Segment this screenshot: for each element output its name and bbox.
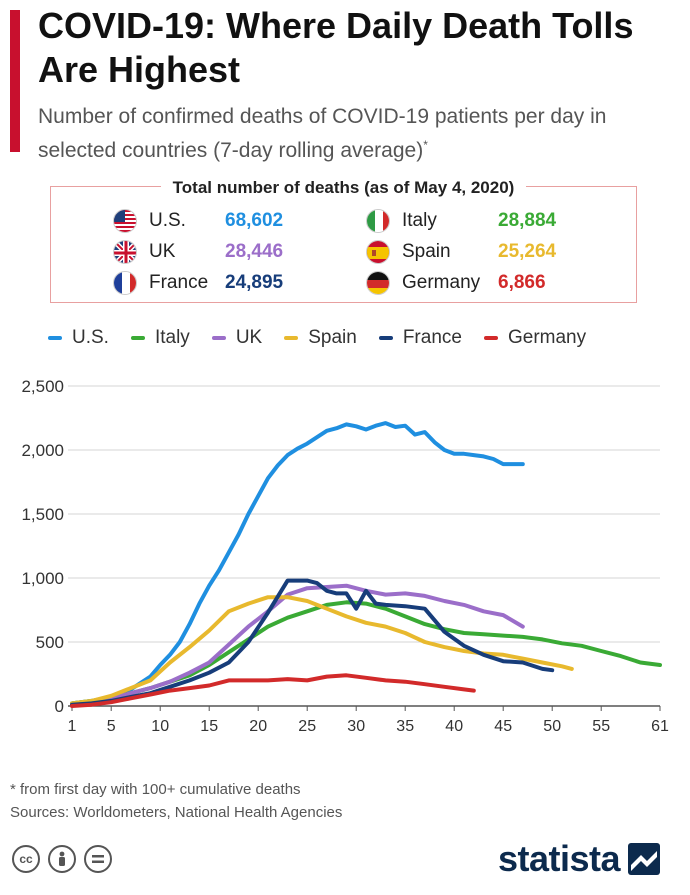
accent-bar	[10, 10, 20, 152]
subtitle-text: Number of confirmed deaths of COVID-19 p…	[38, 105, 607, 162]
footnote-text: * from first day with 100+ cumulative de…	[10, 781, 301, 798]
legend-item-italy: Italy	[130, 327, 190, 349]
x-tick-label: 5	[107, 718, 116, 735]
x-tick-label: 40	[445, 718, 463, 735]
total-value-france: 24,895	[225, 272, 284, 293]
x-tick-label: 45	[494, 718, 512, 735]
footnote: * from first day with 100+ cumulative de…	[10, 778, 342, 824]
total-value-uk: 28,446	[225, 241, 284, 262]
x-tick-label: 35	[396, 718, 414, 735]
total-value-germany: 6,866	[498, 272, 546, 293]
series-line-spain	[70, 595, 574, 706]
chart-legend: U.S. Italy UK Spain France Germany	[48, 326, 608, 350]
x-tick-label: 15	[200, 718, 218, 735]
total-value-us: 68,602	[225, 210, 284, 231]
total-row-uk: UK 28,446	[113, 239, 283, 265]
legend-swatch-france	[378, 336, 393, 340]
y-tick-label: 0	[55, 697, 64, 716]
legend-label-spain: Spain	[308, 327, 357, 348]
legend-swatch-uk	[211, 336, 226, 340]
legend-label-germany: Germany	[507, 327, 587, 348]
statista-logo[interactable]: statista	[498, 838, 661, 880]
total-row-us: U.S. 68,602	[113, 208, 283, 234]
legend-swatch-germany	[483, 336, 498, 340]
x-tick-label: 55	[592, 718, 610, 735]
total-country-italy: Italy	[402, 210, 437, 231]
italy-flag-icon	[366, 209, 390, 233]
y-tick-labels: 0 500 1,000 1,500 2,000 2,500	[21, 377, 64, 716]
x-tick-labels: 1 5 10 15 20 25 30 35 40 45 50 55 61	[68, 706, 669, 735]
x-tick-label: 20	[249, 718, 267, 735]
creative-commons-icon[interactable]: cc	[12, 845, 40, 873]
totals-title: Total number of deaths (as of May 4, 202…	[50, 178, 637, 198]
legend-swatch-spain	[284, 336, 299, 340]
x-tick-label: 25	[298, 718, 316, 735]
total-country-spain: Spain	[402, 241, 451, 262]
y-tick-label: 1,000	[21, 569, 64, 588]
legend-item-uk: UK	[211, 327, 263, 349]
sources-text: Sources: Worldometers, National Health A…	[10, 804, 343, 821]
total-country-us: U.S.	[149, 210, 186, 231]
subtitle-footnote-mark: *	[423, 138, 428, 152]
y-tick-label: 500	[36, 633, 64, 652]
x-tick-label: 1	[68, 718, 77, 735]
x-tick-label: 50	[543, 718, 561, 735]
attribution-icon[interactable]	[48, 845, 76, 873]
series-line-us	[70, 421, 525, 706]
x-tick-label: 10	[151, 718, 169, 735]
chart-subtitle: Number of confirmed deaths of COVID-19 p…	[38, 102, 678, 165]
legend-item-spain: Spain	[284, 327, 357, 349]
spain-flag-icon	[366, 240, 390, 264]
series-line-germany	[70, 673, 476, 708]
x-tick-label: 61	[651, 718, 669, 735]
legend-label-uk: UK	[235, 327, 263, 348]
y-tick-label: 2,500	[21, 377, 64, 396]
legend-label-italy: Italy	[154, 327, 190, 348]
total-row-italy: Italy 28,884	[366, 208, 556, 234]
chart-title: COVID-19: Where Daily Death Tolls Are Hi…	[38, 5, 634, 90]
legend-item-france: France	[378, 327, 462, 349]
legend-swatch-us	[48, 336, 62, 340]
license-icons: cc	[12, 845, 120, 873]
x-tick-label: 30	[347, 718, 365, 735]
france-flag-icon	[113, 271, 137, 295]
total-country-france: France	[149, 272, 209, 293]
total-country-germany: Germany	[402, 272, 481, 293]
series-lines	[70, 421, 662, 708]
total-value-italy: 28,884	[498, 210, 557, 231]
total-row-spain: Spain 25,264	[366, 239, 556, 265]
total-row-france: France 24,895	[113, 270, 283, 296]
total-country-uk: UK	[149, 241, 176, 262]
legend-item-us: U.S.	[48, 327, 109, 349]
legend-swatch-italy	[130, 336, 145, 340]
germany-flag-icon	[366, 271, 390, 295]
series-line-france	[70, 578, 555, 707]
legend-item-germany: Germany	[483, 327, 587, 349]
y-tick-label: 2,000	[21, 441, 64, 460]
total-value-spain: 25,264	[498, 241, 557, 262]
total-row-germany: Germany 6,866	[366, 270, 546, 296]
no-derivatives-icon[interactable]	[84, 845, 112, 873]
series-line-uk	[70, 583, 525, 707]
totals-title-text: Total number of deaths (as of May 4, 202…	[160, 178, 527, 197]
uk-flag-icon	[113, 240, 137, 264]
legend-label-us: U.S.	[72, 327, 109, 348]
gridlines	[68, 385, 660, 707]
us-flag-icon	[113, 209, 137, 233]
legend-label-france: France	[402, 327, 462, 348]
brand-wordmark: statista	[498, 838, 621, 879]
statista-mark-icon	[628, 843, 661, 875]
y-tick-label: 1,500	[21, 505, 64, 524]
